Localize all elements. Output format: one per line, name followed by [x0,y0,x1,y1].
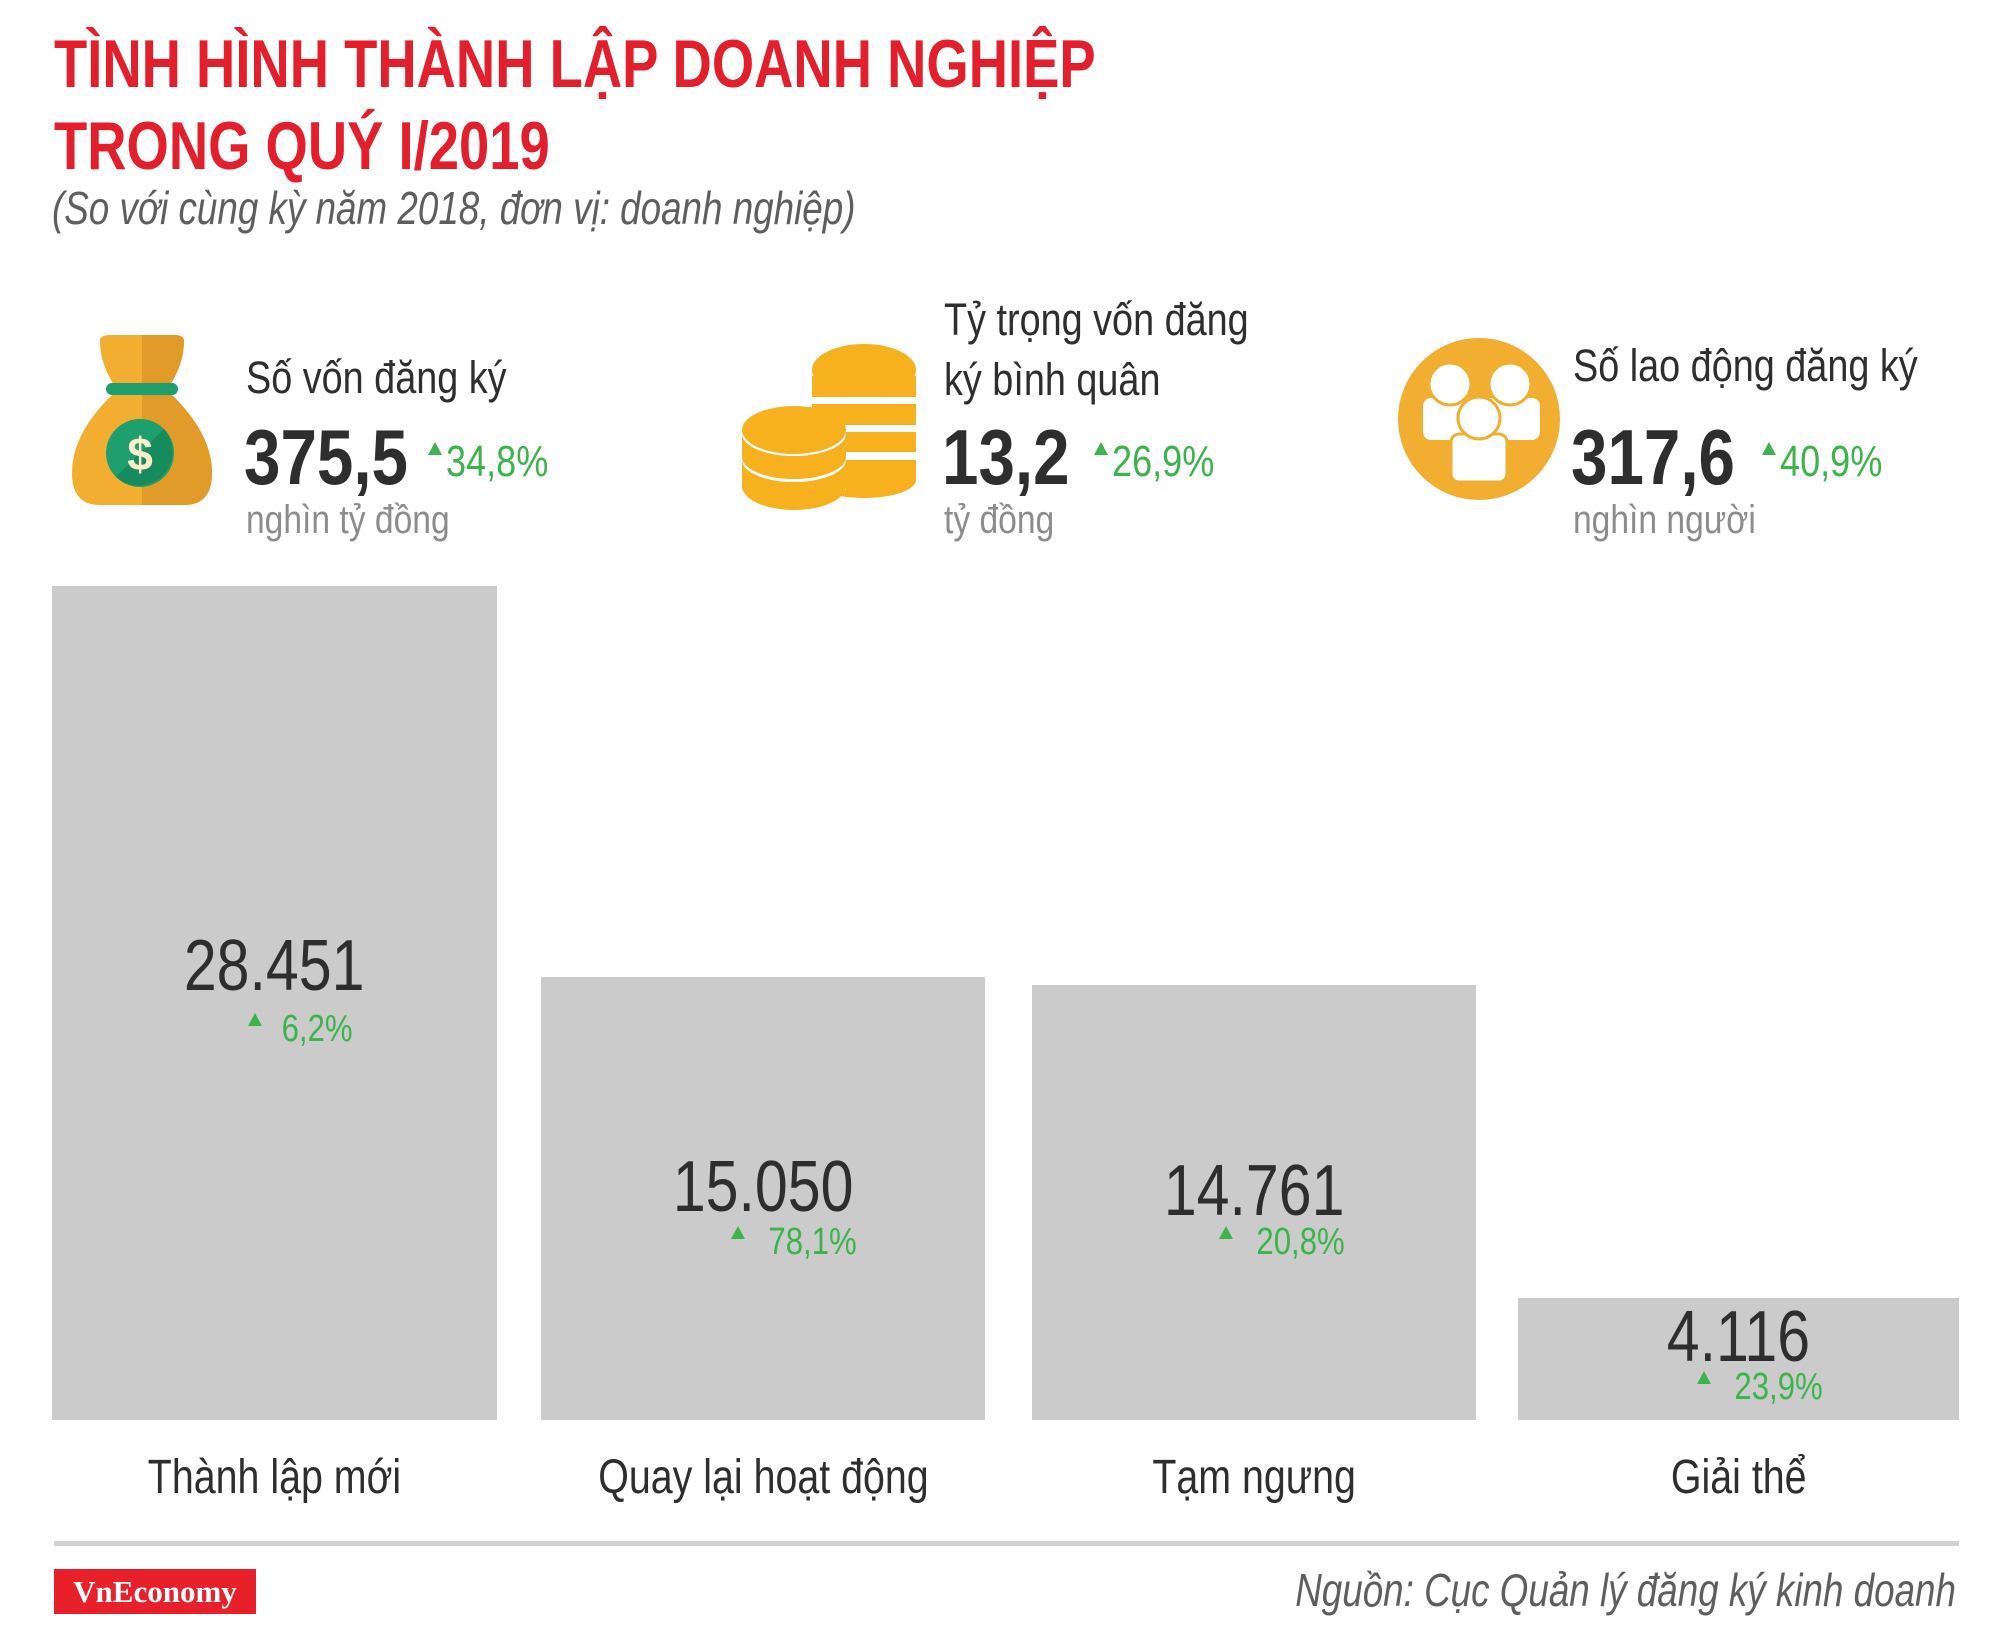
bar-label-tam-ngung: Tạm ngưng [1152,1451,1356,1504]
stat-avg-capital-label-line1: Tỷ trọng vốn đăng [944,294,1249,345]
bar-value: 28.451 [184,926,365,1006]
stat-labor-value: 317,6 [1571,413,1735,501]
bar-thanh-lap-moi: 28.451 6,2% [52,586,497,1420]
bar-change: 6,2% [248,1010,353,1048]
arrow-up-icon [1219,1226,1234,1254]
stat-capital-change: 34,8% [428,440,571,484]
arrow-up-icon [1094,442,1108,476]
bar-label-giai-the: Giải thể [1670,1451,1807,1504]
people-icon [1398,338,1560,500]
stat-capital-unit: nghìn tỷ đồng [246,498,450,542]
bar-change: 23,9% [1697,1368,1823,1406]
page-title-line2: TRONG QUÝ I/2019 [54,108,550,184]
source-note: Nguồn: Cục Quản lý đăng ký kinh doanh [1295,1564,1956,1616]
bar-quay-lai-hoat-dong: 15.050 78,1% [541,977,985,1420]
stat-capital-value: 375,5 [244,413,408,501]
stat-capital-label: Số vốn đăng ký [246,352,507,403]
page-subtitle: (So với cùng kỳ năm 2018, đơn vị: doanh … [52,182,856,234]
page-title-line1: TÌNH HÌNH THÀNH LẬP DOANH NGHIỆP [54,26,1096,102]
vneconomy-logo: VnEconomy [54,1569,256,1614]
bar-label-quay-lai-hoat-dong: Quay lại hoạt động [597,1451,929,1504]
footer-divider [54,1541,1959,1546]
coins-icon [740,340,920,512]
money-bag-icon: $ [70,333,215,508]
arrow-up-icon [731,1226,746,1254]
arrow-up-icon [1762,442,1776,476]
stat-avg-capital-unit: tỷ đồng [944,498,1055,542]
stat-avg-capital-change: 26,9% [1094,440,1237,484]
bar-change: 78,1% [731,1223,857,1261]
bar-value: 4.116 [1666,1297,1811,1377]
stat-avg-capital-value: 13,2 [942,413,1070,501]
bar-giai-the: 4.116 23,9% [1518,1298,1959,1420]
arrow-up-icon [1697,1371,1712,1399]
bar-change: 20,8% [1219,1223,1345,1261]
stat-labor-label: Số lao động đăng ký [1573,340,1918,391]
svg-text:$: $ [127,428,153,480]
arrow-up-icon [248,1013,263,1041]
stat-labor-unit: nghìn người [1573,498,1756,542]
bar-tam-ngung: 14.761 20,8% [1032,985,1476,1420]
stat-labor-change: 40,9% [1762,440,1905,484]
stat-avg-capital-label-line2: ký bình quân [944,354,1161,405]
arrow-up-icon [428,442,442,476]
bar-label-thanh-lap-moi: Thành lập mới [147,1451,402,1504]
bar-value: 14.761 [1163,1151,1345,1231]
bar-value: 15.050 [672,1147,854,1227]
